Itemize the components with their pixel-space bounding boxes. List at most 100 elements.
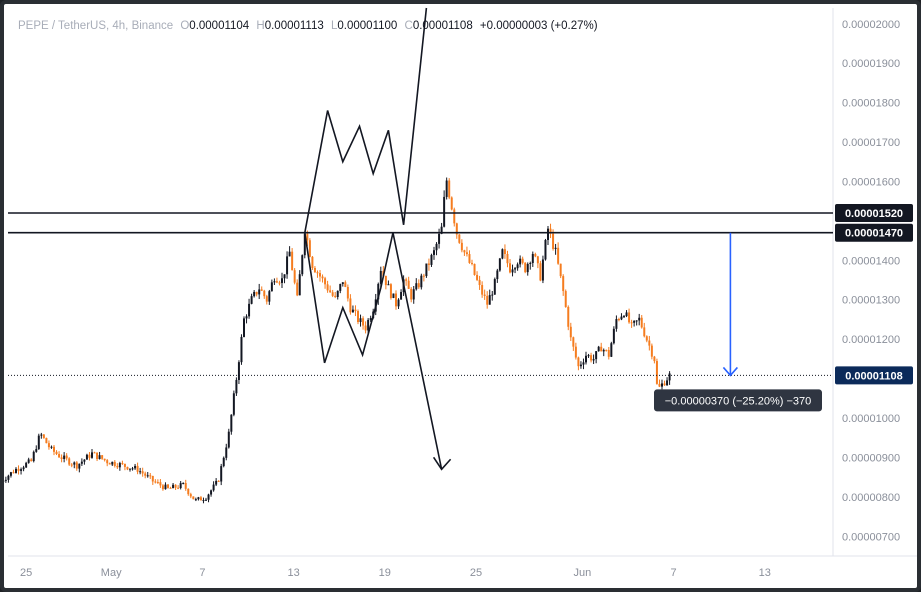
candle-body[interactable] xyxy=(625,312,628,317)
candle-body[interactable] xyxy=(169,487,172,489)
candle-body[interactable] xyxy=(70,464,73,466)
candle-body[interactable] xyxy=(445,180,448,197)
candle-body[interactable] xyxy=(364,325,367,331)
candle-body[interactable] xyxy=(468,254,471,263)
candle-body[interactable] xyxy=(151,475,154,482)
candle-body[interactable] xyxy=(123,463,126,467)
candle-body[interactable] xyxy=(245,316,248,319)
candle-body[interactable] xyxy=(303,233,306,256)
candle-body[interactable] xyxy=(199,497,202,501)
candle-body[interactable] xyxy=(430,254,433,265)
candle-body[interactable] xyxy=(154,481,157,483)
candle-body[interactable] xyxy=(4,479,7,481)
candle-body[interactable] xyxy=(362,318,365,326)
candle-body[interactable] xyxy=(579,364,582,367)
candle-body[interactable] xyxy=(412,289,415,300)
candle-body[interactable] xyxy=(521,258,524,263)
candle-body[interactable] xyxy=(131,468,134,470)
candle-body[interactable] xyxy=(564,291,567,307)
candle-body[interactable] xyxy=(30,459,33,462)
candle-body[interactable] xyxy=(126,466,129,470)
candle-body[interactable] xyxy=(197,497,200,500)
candle-body[interactable] xyxy=(268,291,271,302)
candle-body[interactable] xyxy=(217,480,220,482)
candle-body[interactable] xyxy=(496,270,499,280)
candle-body[interactable] xyxy=(458,234,461,243)
candle-body[interactable] xyxy=(410,288,413,300)
candle-body[interactable] xyxy=(313,268,316,273)
candle-body[interactable] xyxy=(427,263,430,265)
candle-body[interactable] xyxy=(47,443,50,448)
candle-body[interactable] xyxy=(189,494,192,497)
candle-body[interactable] xyxy=(433,250,435,255)
candle-body[interactable] xyxy=(83,459,86,462)
candle-body[interactable] xyxy=(585,355,587,363)
candle-body[interactable] xyxy=(291,251,294,271)
candle-body[interactable] xyxy=(425,263,428,277)
candle-body[interactable] xyxy=(590,355,593,361)
candle-body[interactable] xyxy=(544,239,547,260)
candle-body[interactable] xyxy=(623,316,625,318)
candle-body[interactable] xyxy=(205,499,207,501)
candle-body[interactable] xyxy=(448,180,451,198)
candle-body[interactable] xyxy=(460,242,463,251)
candle-body[interactable] xyxy=(549,228,552,234)
candle-body[interactable] xyxy=(503,249,506,255)
candle-body[interactable] xyxy=(339,284,342,291)
candle-body[interactable] xyxy=(108,463,111,465)
candle-body[interactable] xyxy=(600,346,603,352)
candle-body[interactable] xyxy=(511,269,514,273)
candle-body[interactable] xyxy=(666,380,669,386)
candle-body[interactable] xyxy=(316,272,319,274)
candle-body[interactable] xyxy=(15,468,17,473)
candle-body[interactable] xyxy=(491,294,494,296)
candle-body[interactable] xyxy=(301,255,304,275)
candle-body[interactable] xyxy=(668,373,671,381)
candle-body[interactable] xyxy=(174,484,177,488)
candle-body[interactable] xyxy=(359,318,362,323)
candle-body[interactable] xyxy=(113,461,116,466)
candle-body[interactable] xyxy=(524,262,527,273)
candle-body[interactable] xyxy=(263,290,266,297)
candle-body[interactable] xyxy=(336,290,339,297)
candle-body[interactable] xyxy=(582,362,585,365)
candle-body[interactable] xyxy=(516,264,519,269)
candle-body[interactable] xyxy=(357,311,359,323)
candle-body[interactable] xyxy=(572,337,575,347)
candle-body[interactable] xyxy=(164,484,167,490)
candle-body[interactable] xyxy=(273,281,276,283)
candle-body[interactable] xyxy=(22,467,25,470)
candle-body[interactable] xyxy=(144,473,147,476)
candle-body[interactable] xyxy=(237,362,240,380)
candle-body[interactable] xyxy=(471,262,473,264)
candle-body[interactable] xyxy=(397,299,400,307)
candle-body[interactable] xyxy=(207,494,210,500)
candle-body[interactable] xyxy=(478,279,481,286)
candle-body[interactable] xyxy=(506,254,509,264)
projection-path-down[interactable] xyxy=(304,232,443,470)
candle-body[interactable] xyxy=(387,284,390,286)
candle-body[interactable] xyxy=(455,223,458,235)
candle-body[interactable] xyxy=(311,256,314,269)
candle-body[interactable] xyxy=(78,463,81,469)
candle-body[interactable] xyxy=(465,252,468,255)
candle-body[interactable] xyxy=(415,283,418,290)
candle-body[interactable] xyxy=(574,346,577,358)
candle-body[interactable] xyxy=(177,487,180,489)
candle-body[interactable] xyxy=(341,282,344,285)
candle-body[interactable] xyxy=(161,485,164,490)
candle-body[interactable] xyxy=(12,472,15,474)
candle-body[interactable] xyxy=(187,488,190,495)
candle-body[interactable] xyxy=(384,275,387,286)
candle-body[interactable] xyxy=(450,197,453,210)
candle-body[interactable] xyxy=(215,480,218,485)
candle-body[interactable] xyxy=(212,484,215,491)
candle-body[interactable] xyxy=(635,320,638,322)
candle-body[interactable] xyxy=(235,379,238,394)
candle-body[interactable] xyxy=(179,483,182,489)
candle-body[interactable] xyxy=(420,275,423,288)
candle-body[interactable] xyxy=(293,270,296,283)
candle-body[interactable] xyxy=(633,320,636,323)
candle-body[interactable] xyxy=(552,233,555,249)
candle-body[interactable] xyxy=(172,484,175,489)
